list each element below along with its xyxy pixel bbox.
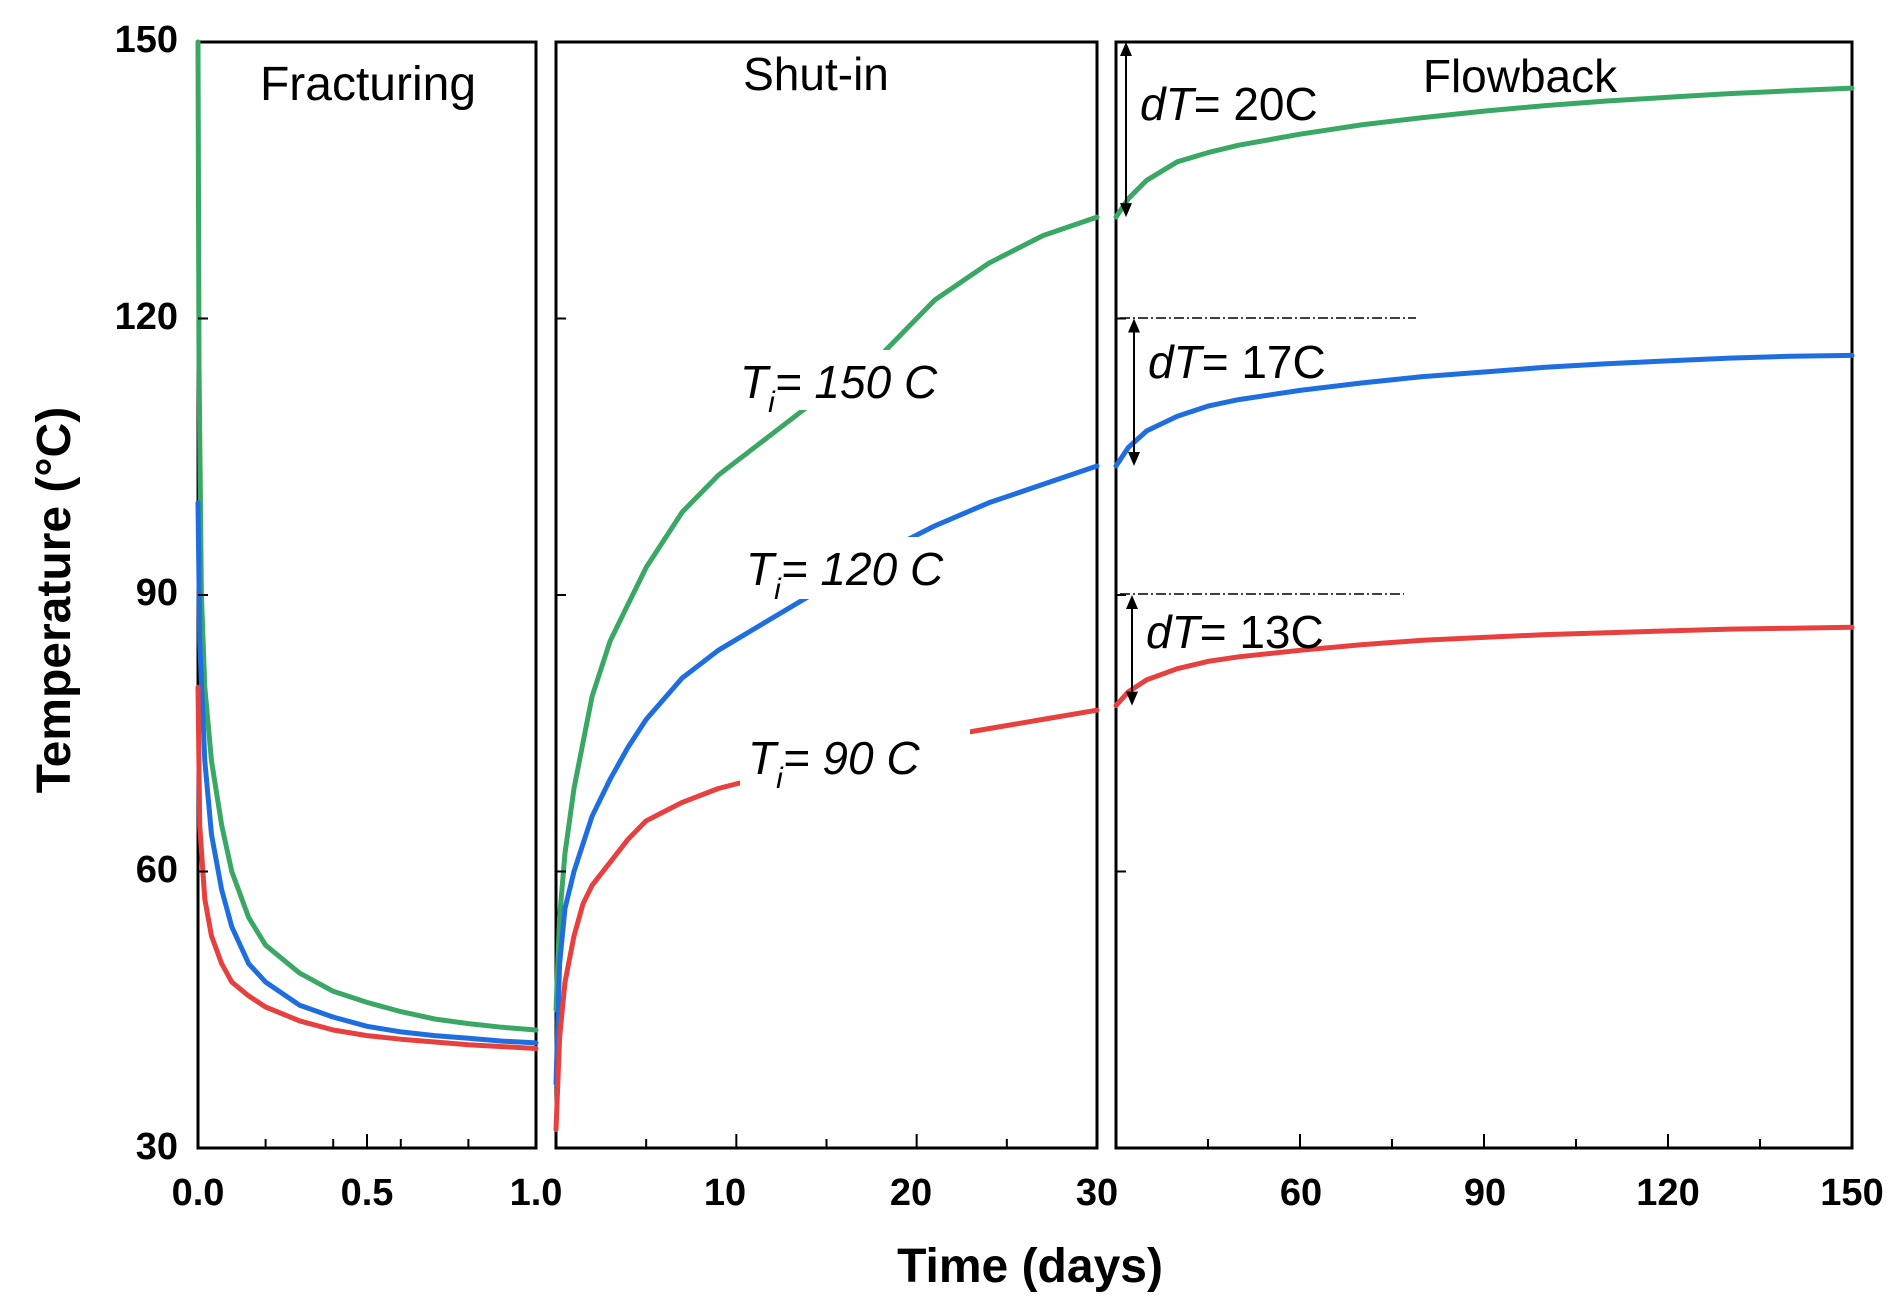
x-tick-label-shutin-1: 20: [890, 1172, 932, 1214]
dT-label-17: dT= 17C: [1148, 336, 1326, 388]
series-line-fracturing-90: [195, 684, 539, 1051]
y-tick-label-30: 30: [136, 1126, 178, 1168]
x-tick-label-flowback-2: 120: [1636, 1172, 1699, 1214]
series-line-flowback-120: [1113, 352, 1855, 469]
y-tick-label-90: 90: [136, 572, 178, 614]
panel-title-fracturing: Fracturing: [260, 58, 476, 111]
series-label-150: Ti= 150 C: [732, 350, 982, 419]
dT-arrow-head-bottom-13: [1126, 691, 1138, 706]
series-line-flowback-90: [1113, 624, 1855, 709]
x-tick-label-flowback-1: 90: [1464, 1172, 1506, 1214]
y-tick-label-150: 150: [115, 19, 178, 61]
svg-text:Ti= 120 C: Ti= 120 C: [746, 543, 944, 606]
dT-label-13: dT= 13C: [1146, 606, 1324, 658]
x-axis-label: Time (days): [897, 1240, 1163, 1293]
x-tick-label-fracturing-2: 1.0: [510, 1172, 563, 1214]
series-label-90: Ti= 90 C: [740, 726, 970, 795]
series-line-shutin-150: [553, 214, 1100, 1013]
panel-frame-fracturing: [196, 40, 538, 1150]
series-line-shutin-120: [553, 463, 1100, 1086]
svg-text:Ti= 150 C: Ti= 150 C: [740, 356, 938, 419]
x-tick-label-flowback-3: 150: [1820, 1172, 1883, 1214]
panel-frame-flowback: [1114, 40, 1854, 1150]
x-tick-label-fracturing-0: 0.0: [172, 1172, 225, 1214]
y-tick-label-120: 120: [115, 296, 178, 338]
y-tick-label-60: 60: [136, 849, 178, 891]
series-line-flowback-150: [1113, 85, 1855, 220]
x-tick-label-fracturing-1: 0.5: [341, 1172, 394, 1214]
x-tick-label-flowback-0: 60: [1280, 1172, 1322, 1214]
series-label-120: Ti= 120 C: [740, 537, 990, 606]
dT-label-20: dT= 20C: [1140, 78, 1318, 130]
x-tick-label-shutin-0: 10: [704, 1172, 746, 1214]
dT-arrow-head-bottom-17: [1128, 451, 1140, 466]
dT-arrow-head-bottom-20: [1120, 203, 1132, 218]
y-axis-label: Temperature (°C): [28, 407, 81, 793]
svg-text:Ti= 90 C: Ti= 90 C: [748, 732, 920, 795]
dT-arrow-head-top-17: [1128, 318, 1140, 333]
x-tick-label-shutin-2: 30: [1076, 1172, 1118, 1214]
series-line-fracturing-120: [195, 500, 539, 1046]
panel-title-shutin: Shut-in: [743, 48, 889, 100]
dT-arrow-head-top-13: [1126, 595, 1138, 609]
panel-title-flowback: Flowback: [1423, 50, 1618, 102]
series-line-fracturing-150: [195, 39, 539, 1033]
dT-arrow-head-top-20: [1120, 42, 1132, 56]
